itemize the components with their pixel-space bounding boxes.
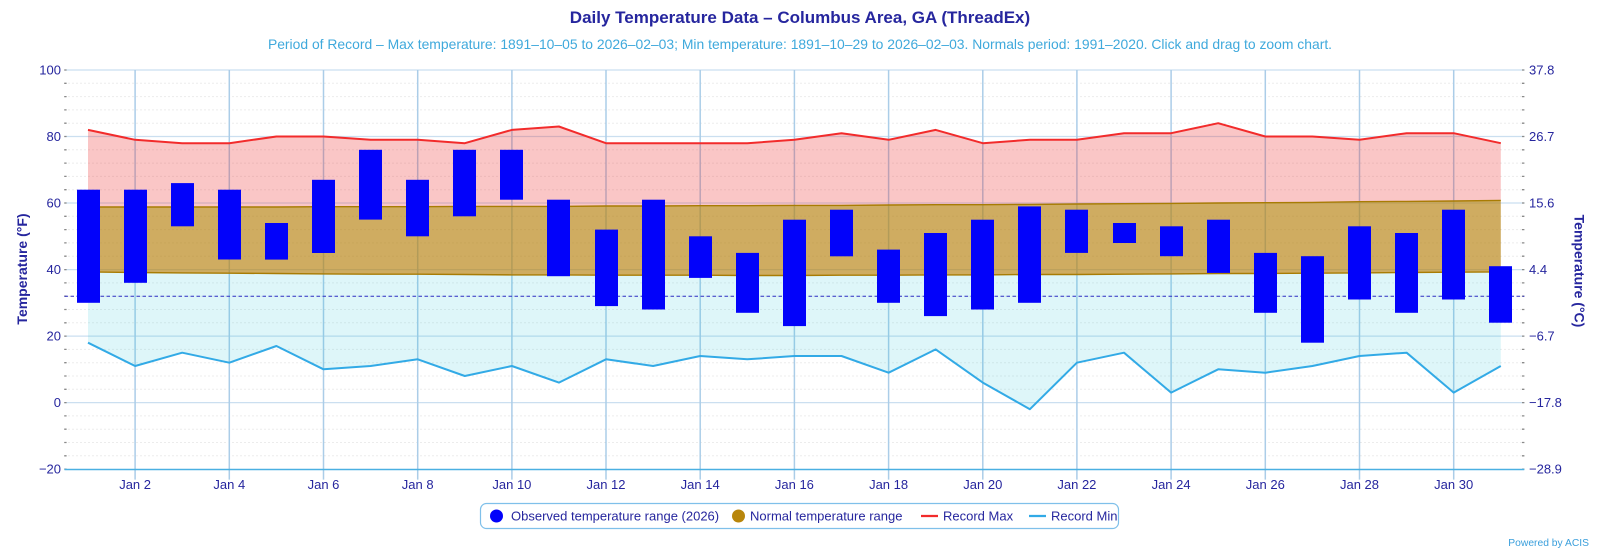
svg-text:26.7: 26.7 [1529, 129, 1554, 144]
svg-text:Period of Record – Max tempera: Period of Record – Max temperature: 1891… [268, 36, 1332, 52]
svg-text:Jan 24: Jan 24 [1152, 477, 1191, 492]
svg-text:−6.7: −6.7 [1529, 329, 1555, 344]
svg-text:Jan 10: Jan 10 [492, 477, 531, 492]
svg-text:Record Min: Record Min [1051, 509, 1117, 524]
svg-text:Temperature (°C): Temperature (°C) [1572, 215, 1588, 328]
svg-text:80: 80 [47, 129, 61, 144]
svg-text:Jan 4: Jan 4 [213, 477, 245, 492]
svg-text:Jan 20: Jan 20 [963, 477, 1002, 492]
svg-text:Powered by ACIS: Powered by ACIS [1508, 538, 1589, 549]
svg-text:Normal temperature range: Normal temperature range [750, 509, 902, 524]
svg-text:60: 60 [47, 196, 61, 211]
svg-text:−20: −20 [39, 462, 61, 477]
svg-text:−28.9: −28.9 [1529, 462, 1562, 477]
svg-text:Jan 18: Jan 18 [869, 477, 908, 492]
svg-text:Record Max: Record Max [943, 509, 1014, 524]
svg-text:Jan 26: Jan 26 [1246, 477, 1285, 492]
svg-text:Jan 6: Jan 6 [308, 477, 340, 492]
svg-text:Jan 8: Jan 8 [402, 477, 434, 492]
svg-text:20: 20 [47, 329, 61, 344]
svg-text:Temperature (°F): Temperature (°F) [14, 213, 30, 324]
svg-text:Jan 16: Jan 16 [775, 477, 814, 492]
svg-text:Daily Temperature Data – Colum: Daily Temperature Data – Columbus Area, … [570, 8, 1030, 27]
svg-text:Jan 28: Jan 28 [1340, 477, 1379, 492]
svg-text:15.6: 15.6 [1529, 196, 1554, 211]
svg-text:Jan 14: Jan 14 [681, 477, 720, 492]
svg-text:Jan 22: Jan 22 [1057, 477, 1096, 492]
svg-text:Observed temperature range (20: Observed temperature range (2026) [511, 509, 719, 524]
svg-text:Jan 2: Jan 2 [119, 477, 151, 492]
svg-text:Jan 30: Jan 30 [1434, 477, 1473, 492]
svg-text:4.4: 4.4 [1529, 262, 1547, 277]
svg-text:0: 0 [54, 395, 61, 410]
svg-text:40: 40 [47, 262, 61, 277]
svg-text:37.8: 37.8 [1529, 63, 1554, 78]
svg-text:−17.8: −17.8 [1529, 395, 1562, 410]
svg-text:100: 100 [39, 63, 61, 78]
svg-text:Jan 12: Jan 12 [586, 477, 625, 492]
